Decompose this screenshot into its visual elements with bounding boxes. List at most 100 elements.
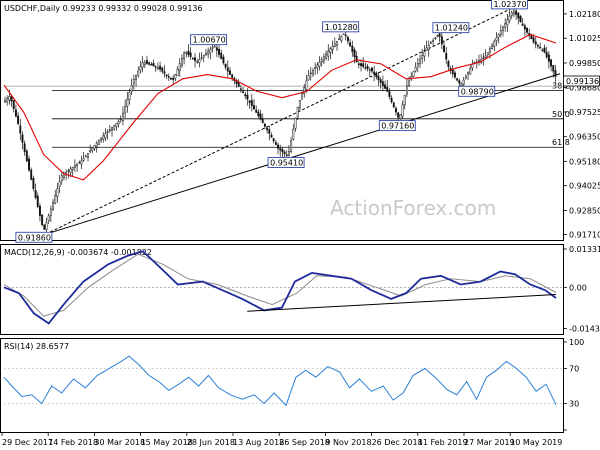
macd-panel-frame (0, 244, 564, 335)
candle-body (209, 49, 212, 54)
price-annotation: 0.95410 (267, 157, 305, 168)
candle-body (414, 66, 417, 72)
annotation-label: 0.91860 (18, 233, 51, 242)
candle-body (283, 151, 286, 154)
price-tick-label: 0.92850 (569, 206, 600, 215)
rsi-axis-ticks: 100 70 30 (4, 338, 584, 431)
moving-average-line (3, 33, 557, 181)
candle-body (117, 121, 120, 124)
candle-body (10, 96, 13, 102)
candle-body (4, 100, 6, 103)
candle-body (495, 37, 498, 41)
candle-body (67, 170, 70, 172)
candle-body (91, 147, 94, 151)
candle-body (545, 52, 548, 58)
candle-body (47, 215, 50, 221)
price-candles (4, 4, 557, 235)
macd-trendline (247, 294, 557, 312)
annotation-box (491, 0, 528, 10)
candle-body (504, 23, 507, 29)
candle-body (259, 113, 262, 120)
annotation-box (458, 85, 496, 97)
annotation-box (378, 120, 416, 132)
price-tick-label: 0.94025 (569, 182, 600, 191)
candle-body (115, 123, 118, 127)
candle-body (336, 40, 338, 46)
candle-body (165, 74, 168, 77)
candle-body (255, 109, 258, 113)
candle-body (80, 160, 83, 165)
candle-body (82, 158, 85, 161)
candle-body (303, 87, 306, 95)
candle-body (159, 65, 162, 70)
candle-body (156, 67, 159, 69)
candle-body (322, 56, 325, 62)
price-panel-frame (0, 0, 564, 241)
candle-body (554, 70, 557, 77)
candle-body (71, 167, 74, 170)
annotation-label: 1.01240 (435, 24, 468, 33)
annotation-box (190, 34, 228, 46)
candle-body (290, 140, 293, 152)
annotation-label: 1.00670 (193, 36, 226, 45)
candle-body (312, 70, 314, 75)
candle-body (547, 54, 550, 62)
candle-body (207, 51, 210, 55)
annotation-box (322, 21, 360, 33)
rsi-tick-label: 70 (569, 364, 579, 373)
candle-body (137, 70, 140, 76)
candle-body (405, 85, 408, 95)
candle-body (526, 27, 528, 33)
candle-body (76, 163, 79, 167)
candle-body (484, 55, 487, 58)
price-annotation: 1.01280 (322, 21, 360, 33)
price-tick-label: 0.97525 (569, 108, 600, 117)
annotation-label: 1.01280 (325, 23, 358, 32)
fib-level-label: 61.8 (552, 138, 570, 147)
candle-body (320, 59, 323, 63)
candle-body (54, 195, 57, 204)
candle-body (161, 67, 164, 72)
candle-body (6, 98, 9, 103)
candle-body (89, 150, 92, 153)
candle-body (327, 51, 330, 57)
candle-body (148, 62, 151, 65)
candle-body (346, 37, 349, 42)
candle-body (32, 178, 35, 189)
candle-body (301, 93, 304, 100)
candle-body (108, 129, 111, 132)
candle-body (357, 63, 360, 65)
candle-body (270, 134, 273, 138)
candle-body (41, 214, 44, 225)
price-annotation: 0.91860 (15, 231, 53, 243)
candle-body (281, 149, 284, 153)
candle-body (375, 72, 378, 78)
candle-body (502, 26, 504, 31)
candle-body (104, 133, 107, 139)
candle-body (366, 66, 369, 69)
candle-body (25, 150, 28, 162)
candle-body (521, 23, 524, 26)
candle-body (8, 96, 11, 101)
candle-body (163, 71, 166, 74)
candle-body (250, 100, 253, 107)
candle-body (353, 49, 356, 58)
candle-body (180, 58, 183, 66)
dashed-trendline (45, 7, 514, 235)
candle-body (172, 77, 175, 81)
annotation-label: 0.97160 (381, 122, 414, 131)
candle-body (97, 140, 100, 145)
price-tick-label: 0.98680 (569, 84, 600, 93)
candle-body (266, 127, 269, 131)
candle-body (60, 175, 63, 182)
candle-body (427, 44, 430, 50)
candle-body (93, 145, 96, 149)
candle-body (462, 79, 465, 85)
candle-body (445, 52, 448, 60)
candle-body (390, 97, 393, 103)
price-trendlines (45, 7, 561, 235)
candle-body (550, 59, 553, 67)
price-header: USDCHF,Daily 0.99233 0.99332 0.99028 0.9… (4, 4, 203, 13)
